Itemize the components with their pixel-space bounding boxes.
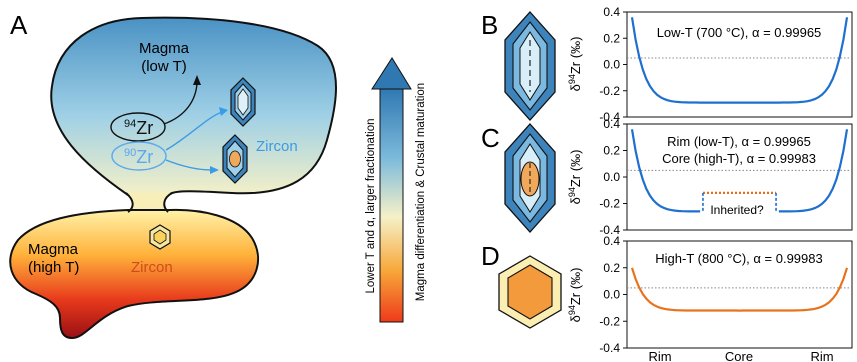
lower-magma-label-line1: Magma	[28, 241, 79, 258]
upper-magma-label-line2: (low T)	[141, 58, 187, 75]
chart-b-y-tick-label: 0.4	[603, 5, 620, 19]
arrow-to-magma	[163, 82, 198, 125]
upper-magma-label-line1: Magma	[139, 40, 190, 57]
chart-c-y-axis-label: δ94Zr (‰)	[567, 150, 583, 205]
zr90-label: 90Zr	[124, 147, 153, 167]
chart-b-y-tick-label: 0.0	[603, 58, 620, 72]
zircon-crystal-with-core	[222, 134, 248, 184]
panel-label-d: D	[481, 241, 500, 271]
fractionation-arrow	[371, 57, 412, 323]
chart-c-annotation: Inherited?	[710, 203, 764, 217]
chart-c-y-tick-label: 0.2	[603, 144, 620, 158]
chart-c-y-axis-suffix: Zr (‰)	[568, 150, 583, 188]
chart-b: Low-T (700 °C), α = 0.99965 0.4 0.2 0.0 -0.…	[567, 5, 853, 124]
arrow-to-zircon-lower	[165, 159, 213, 171]
magma-body	[9, 16, 337, 340]
lower-magma-chamber	[9, 208, 260, 340]
chart-d-y-tick-label: -0.4	[599, 341, 620, 355]
chart-c-frame	[626, 123, 853, 231]
panel-label-b: B	[481, 10, 498, 40]
zr90-element: Zr	[136, 147, 153, 167]
upper-magma-chamber	[50, 16, 337, 197]
chart-c-title: Rim (low-T), α = 0.99965	[667, 134, 811, 149]
zr94-ellipse	[110, 112, 166, 142]
chart-d-y-tick-label: 0.2	[603, 261, 620, 275]
chart-d-y-axis-prefix: δ	[568, 315, 583, 322]
zircon-crystal-hot	[149, 224, 171, 250]
chart-c-y-axis-sup: 94	[567, 187, 577, 197]
chart-c-subtitle: Core (high-T), α = 0.99983	[662, 151, 816, 166]
zircon-crystal-unzoned	[230, 77, 256, 127]
chart-b-y-ticks: 0.4 0.2 0.0 -0.2 -0.4	[599, 5, 627, 124]
chart-d-title: High-T (800 °C), α = 0.99983	[655, 251, 822, 266]
chart-b-y-axis-suffix: Zr (‰)	[568, 37, 583, 75]
arrow-to-zircon-upper	[165, 111, 223, 151]
chart-d-frame	[626, 240, 853, 349]
chart-c-y-tick-label: 0.4	[603, 117, 620, 131]
chart-d-y-ticks: 0.4 0.2 0.0 -0.2 -0.4	[599, 234, 627, 355]
magma-conduit	[126, 193, 172, 212]
chart-b-y-tick-label: -0.4	[599, 110, 620, 124]
chart-c-series-1	[630, 129, 849, 213]
chart-d-y-tick-label: -0.2	[599, 314, 620, 328]
zircon-grain-b	[504, 11, 556, 121]
chart-b-y-tick-label: 0.2	[603, 31, 620, 45]
zircon-label-upper: Zircon	[256, 138, 298, 155]
x-tick-core: Core	[725, 349, 753, 362]
chart-d-y-tick-label: 0.0	[603, 288, 620, 302]
chart-c-y-ticks: 0.4 0.2 0.0 -0.2 -0.4	[599, 117, 627, 237]
zircon-label-lower: Zircon	[131, 259, 173, 276]
x-tick-rim-right: Rim	[810, 349, 833, 362]
chart-c-y-tick-label: 0.0	[603, 170, 620, 184]
chart-d-series-1	[630, 267, 849, 312]
zr90-ellipse	[111, 141, 167, 171]
chart-c-y-tick-label: -0.2	[599, 197, 620, 211]
chart-b-y-tick-label: -0.2	[599, 84, 620, 98]
chart-c-y-tick-label: -0.4	[599, 223, 620, 237]
chart-d-y-axis-label: δ94Zr (‰)	[567, 268, 583, 323]
zircon-grain-c	[504, 123, 556, 233]
arrow-label-temperature: Lower T and α, larger fractionation	[365, 119, 377, 294]
chart-d-y-axis-sup: 94	[567, 305, 577, 315]
zr94-mass: 94	[124, 118, 136, 130]
chart-c-y-axis-prefix: δ	[568, 197, 583, 204]
panel-label-c: C	[481, 123, 500, 153]
zircon-grain-d	[498, 255, 562, 329]
chart-d: High-T (800 °C), α = 0.99983 0.4 0.2 0.0 -0…	[567, 234, 853, 355]
zr94-label: 94Zr	[124, 118, 153, 138]
chart-c: Rim (low-T), α = 0.99965 Core (high-T), …	[567, 117, 853, 237]
chart-b-series-1	[630, 17, 849, 104]
panel-label-a: A	[10, 10, 28, 40]
x-tick-rim-left: Rim	[648, 349, 671, 362]
chart-b-y-axis-sup: 94	[567, 74, 577, 84]
chart-b-title: Low-T (700 °C), α = 0.99965	[657, 25, 822, 40]
lower-magma-label-line2: (high T)	[28, 259, 79, 276]
zr90-mass: 90	[124, 147, 136, 159]
chart-b-y-axis-label: δ94Zr (‰)	[567, 37, 583, 92]
chart-d-y-axis-suffix: Zr (‰)	[568, 268, 583, 306]
chart-d-y-tick-label: 0.4	[603, 234, 620, 248]
zr94-element: Zr	[136, 118, 153, 138]
arrow-label-differentiation: Magma differentiation & Crustal maturati…	[415, 83, 427, 301]
chart-b-y-axis-prefix: δ	[568, 84, 583, 91]
